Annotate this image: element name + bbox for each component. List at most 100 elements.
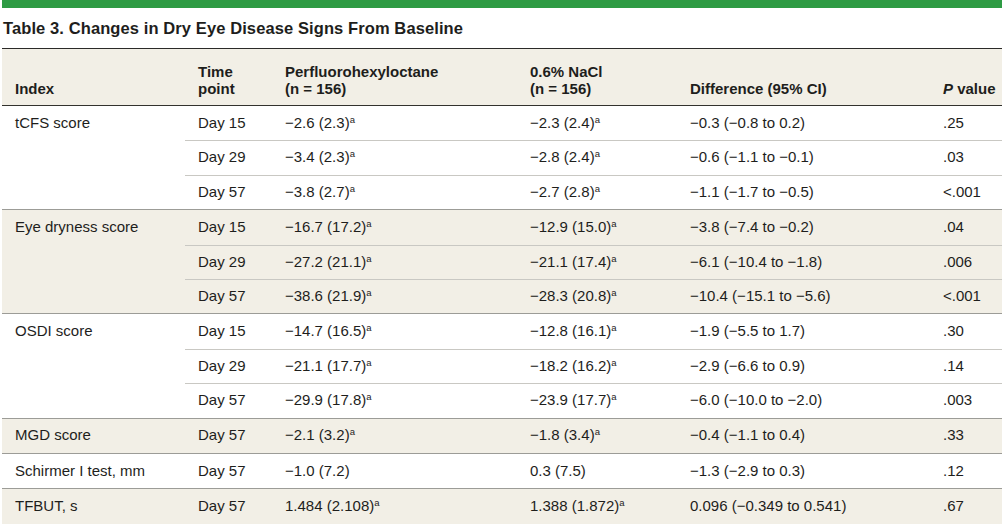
time-point-cell: Day 57 [185,463,272,480]
time-point-cell: Day 29 [185,358,272,375]
drug-value-cell: −38.6 (21.9)a [272,288,517,305]
p-value-cell: .03 [930,149,1002,166]
time-point-cell: Day 15 [185,219,272,236]
p-value-cell: <.001 [930,288,1002,305]
difference-cell: −10.4 (−15.1 to −5.6) [677,288,930,305]
footnote-marker: a [611,218,616,229]
table-row: tCFS scoreDay 15−2.6 (2.3)a−2.3 (2.4)a−0… [2,106,1002,140]
difference-cell: −2.9 (−6.6 to 0.9) [677,358,930,375]
col-header-time-line1: Time [198,63,268,81]
difference-cell: −0.4 (−1.1 to 0.4) [677,427,930,444]
footnote-marker: a [350,183,355,194]
nacl-value-cell: −2.7 (2.8)a [517,184,677,201]
footnote-marker: a [595,148,600,159]
p-value-cell: .25 [930,115,1002,132]
difference-cell: −0.6 (−1.1 to −0.1) [677,149,930,166]
row-group: TFBUT, sDay 571.484 (2.108)a1.388 (1.872… [2,488,1002,523]
nacl-value-cell: 1.388 (1.872)a [517,498,677,515]
nacl-value-cell: −18.2 (16.2)a [517,358,677,375]
drug-value-cell: −14.7 (16.5)a [272,323,517,340]
drug-value-cell: −21.1 (17.7)a [272,358,517,375]
footnote-marker: a [366,287,371,298]
footnote-marker: a [350,148,355,159]
drug-value-cell: −27.2 (21.1)a [272,254,517,271]
table-row: Day 57−3.8 (2.7)a−2.7 (2.8)a−1.1 (−1.7 t… [2,175,1002,209]
drug-value-cell: −1.0 (7.2) [272,463,517,480]
table-title: Table 3. Changes in Dry Eye Disease Sign… [2,8,1002,49]
nacl-value-cell: −21.1 (17.4)a [517,254,677,271]
table-row: Day 29−27.2 (21.1)a−21.1 (17.4)a−6.1 (−1… [2,245,1002,279]
table-row: Day 29−3.4 (2.3)a−2.8 (2.4)a−0.6 (−1.1 t… [2,140,1002,174]
table-row: Day 29−21.1 (17.7)a−18.2 (16.2)a−2.9 (−6… [2,349,1002,383]
col-header-nacl: 0.6% NaCl (n = 156) [517,63,677,105]
time-point-cell: Day 15 [185,115,272,132]
footnote-marker: a [366,391,371,402]
footnote-marker: a [619,497,624,508]
index-cell: OSDI score [2,323,185,340]
footnote-marker: a [595,183,600,194]
table-header-row: Index Time point Perfluorohexyloctane (n… [2,49,1002,106]
table-top-accent-bar [2,0,1002,8]
table-row: TFBUT, sDay 571.484 (2.108)a1.388 (1.872… [2,488,1002,523]
footnote-marker: a [611,322,616,333]
p-value-cell: .14 [930,358,1002,375]
row-group: MGD scoreDay 57−2.1 (3.2)a−1.8 (3.4)a−0.… [2,418,1002,453]
time-point-cell: Day 57 [185,184,272,201]
col-header-time-line2: point [198,80,268,98]
row-group: tCFS scoreDay 15−2.6 (2.3)a−2.3 (2.4)a−0… [2,106,1002,209]
time-point-cell: Day 29 [185,149,272,166]
p-value-cell: .003 [930,392,1002,409]
table-row: Eye dryness scoreDay 15−16.7 (17.2)a−12.… [2,209,1002,244]
footnote-marker: a [350,426,355,437]
p-value-cell: .33 [930,427,1002,444]
col-header-drug-line2: (n = 156) [285,80,513,98]
col-header-drug-line1: Perfluorohexyloctane [285,63,513,81]
index-cell: Eye dryness score [2,219,185,236]
index-cell: MGD score [2,427,185,444]
col-header-difference: Difference (95% CI) [677,80,930,105]
difference-cell: −0.3 (−0.8 to 0.2) [677,115,930,132]
drug-value-cell: −29.9 (17.8)a [272,392,517,409]
difference-cell: −1.9 (−5.5 to 1.7) [677,323,930,340]
col-header-index-label: Index [15,80,181,98]
difference-cell: −6.0 (−10.0 to −2.0) [677,392,930,409]
p-value-cell: .006 [930,254,1002,271]
p-value-cell: .04 [930,219,1002,236]
p-value-cell: .12 [930,463,1002,480]
nacl-value-cell: −12.9 (15.0)a [517,219,677,236]
article-table: Table 3. Changes in Dry Eye Disease Sign… [2,0,1002,524]
row-group: OSDI scoreDay 15−14.7 (16.5)a−12.8 (16.1… [2,313,1002,417]
table-row: Schirmer I test, mmDay 57−1.0 (7.2)0.3 (… [2,453,1002,488]
difference-cell: −1.3 (−2.9 to 0.3) [677,463,930,480]
footnote-marker: a [366,322,371,333]
col-header-p-value-label: P value [943,80,998,98]
nacl-value-cell: −23.9 (17.7)a [517,392,677,409]
nacl-value-cell: 0.3 (7.5) [517,463,677,480]
time-point-cell: Day 57 [185,288,272,305]
footnote-marker: a [611,287,616,298]
col-header-difference-label: Difference (95% CI) [690,80,926,98]
row-group: Eye dryness scoreDay 15−16.7 (17.2)a−12.… [2,209,1002,313]
index-cell: tCFS score [2,115,185,132]
nacl-value-cell: −2.8 (2.4)a [517,149,677,166]
nacl-value-cell: −12.8 (16.1)a [517,323,677,340]
footnote-marker: a [366,357,371,368]
drug-value-cell: −2.6 (2.3)a [272,115,517,132]
drug-value-cell: −3.4 (2.3)a [272,149,517,166]
drug-value-cell: −16.7 (17.2)a [272,219,517,236]
footnote-marker: a [366,253,371,264]
table-row: Day 57−29.9 (17.8)a−23.9 (17.7)a−6.0 (−1… [2,383,1002,417]
footnote-marker: a [595,426,600,437]
drug-value-cell: 1.484 (2.108)a [272,498,517,515]
footnote-marker: a [350,114,355,125]
nacl-value-cell: −2.3 (2.4)a [517,115,677,132]
nacl-value-cell: −1.8 (3.4)a [517,427,677,444]
row-group: Schirmer I test, mmDay 57−1.0 (7.2)0.3 (… [2,453,1002,488]
difference-cell: 0.096 (−0.349 to 0.541) [677,498,930,515]
difference-cell: −1.1 (−1.7 to −0.5) [677,184,930,201]
footnote-marker: a [595,114,600,125]
col-header-nacl-line1: 0.6% NaCl [530,63,673,81]
col-header-index: Index [2,80,185,105]
nacl-value-cell: −28.3 (20.8)a [517,288,677,305]
footnote-marker: a [374,497,379,508]
